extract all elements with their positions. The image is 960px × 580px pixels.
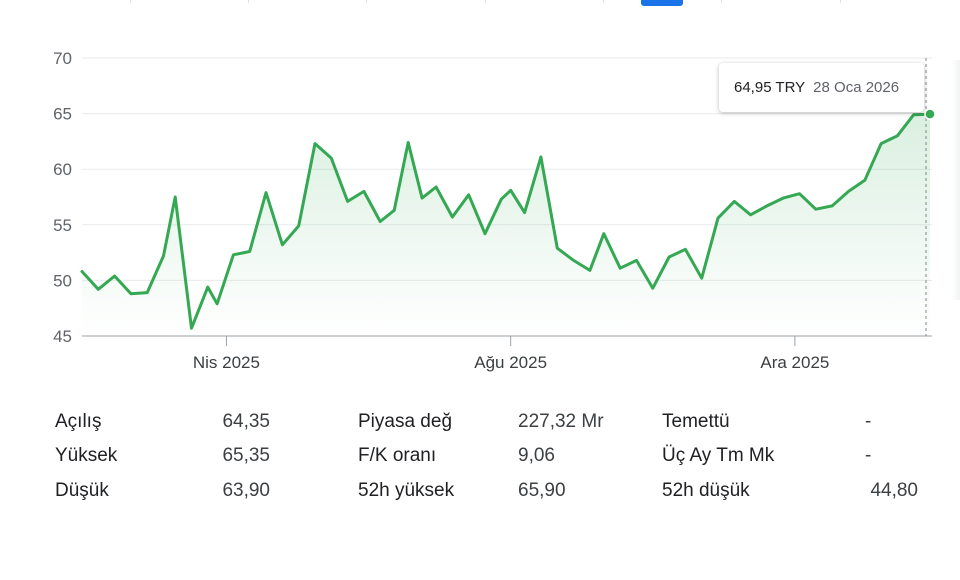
tab-separator [366,0,367,3]
key-stats-table: Açılış 64,35 Yüksek 65,35 Düşük 63,90 Pi… [0,405,960,515]
stat-label-52w-low: 52h düşük [662,480,750,501]
price-chart[interactable]: 70 65 60 55 50 45 Nis 2025 Ağu 2025 Ara 2025 [0,0,960,400]
stat-value-quarterly-div: - [865,445,872,466]
stat-label-high: Yüksek [55,445,118,466]
y-tick-label: 70 [53,49,72,68]
price-line [80,112,932,330]
stat-value-52w-low: 44,80 [870,480,918,501]
stat-label-market-cap: Piyasa değ [358,411,453,432]
y-tick-label: 65 [53,105,72,124]
right-panel-edge [952,60,960,300]
stat-label-low: Düşük [55,480,109,501]
stat-value-low: 63,90 [222,480,270,501]
stat-value-52w-high: 65,90 [518,480,566,501]
stat-value-market-cap: 227,32 Mr [518,411,604,432]
stat-label-52w-high: 52h yüksek [358,480,455,501]
stat-label-pe-ratio: F/K oranı [358,445,437,466]
price-tooltip: 64,95 TRY 28 Oca 2026 [719,63,924,112]
tooltip-date: 28 Oca 2026 [813,79,900,96]
x-tick-label: Ağu 2025 [474,353,547,372]
stat-label-quarterly-div: Üç Ay Tm Mk [662,445,775,466]
y-tick-label: 55 [53,216,72,235]
stat-value-open: 64,35 [222,411,270,432]
tab-separator [248,0,249,3]
stat-value-pe-ratio: 9,06 [518,445,555,466]
tab-separator [485,0,486,3]
y-tick-label: 60 [53,160,72,179]
x-tick-label: Ara 2025 [760,353,829,372]
tooltip-price: 64,95 TRY [734,79,806,96]
tab-separator [603,0,604,3]
y-tick-label: 50 [53,271,72,290]
active-tab-indicator [641,0,683,6]
x-tick-label: Nis 2025 [193,353,260,372]
tab-separator [721,0,722,3]
stat-label-open: Açılış [55,411,102,432]
x-axis: Nis 2025 Ağu 2025 Ara 2025 [193,336,829,372]
y-tick-label: 45 [53,327,72,346]
top-tab-strip [0,0,960,8]
price-area-fill [82,114,930,336]
hover-point-marker [924,108,936,120]
stat-value-high: 65,35 [222,445,270,466]
stat-label-dividend: Temettü [662,411,730,432]
tab-separator [840,0,841,3]
stat-value-dividend: - [865,411,872,432]
y-axis: 70 65 60 55 50 45 [53,49,72,346]
tab-separator [130,0,131,3]
